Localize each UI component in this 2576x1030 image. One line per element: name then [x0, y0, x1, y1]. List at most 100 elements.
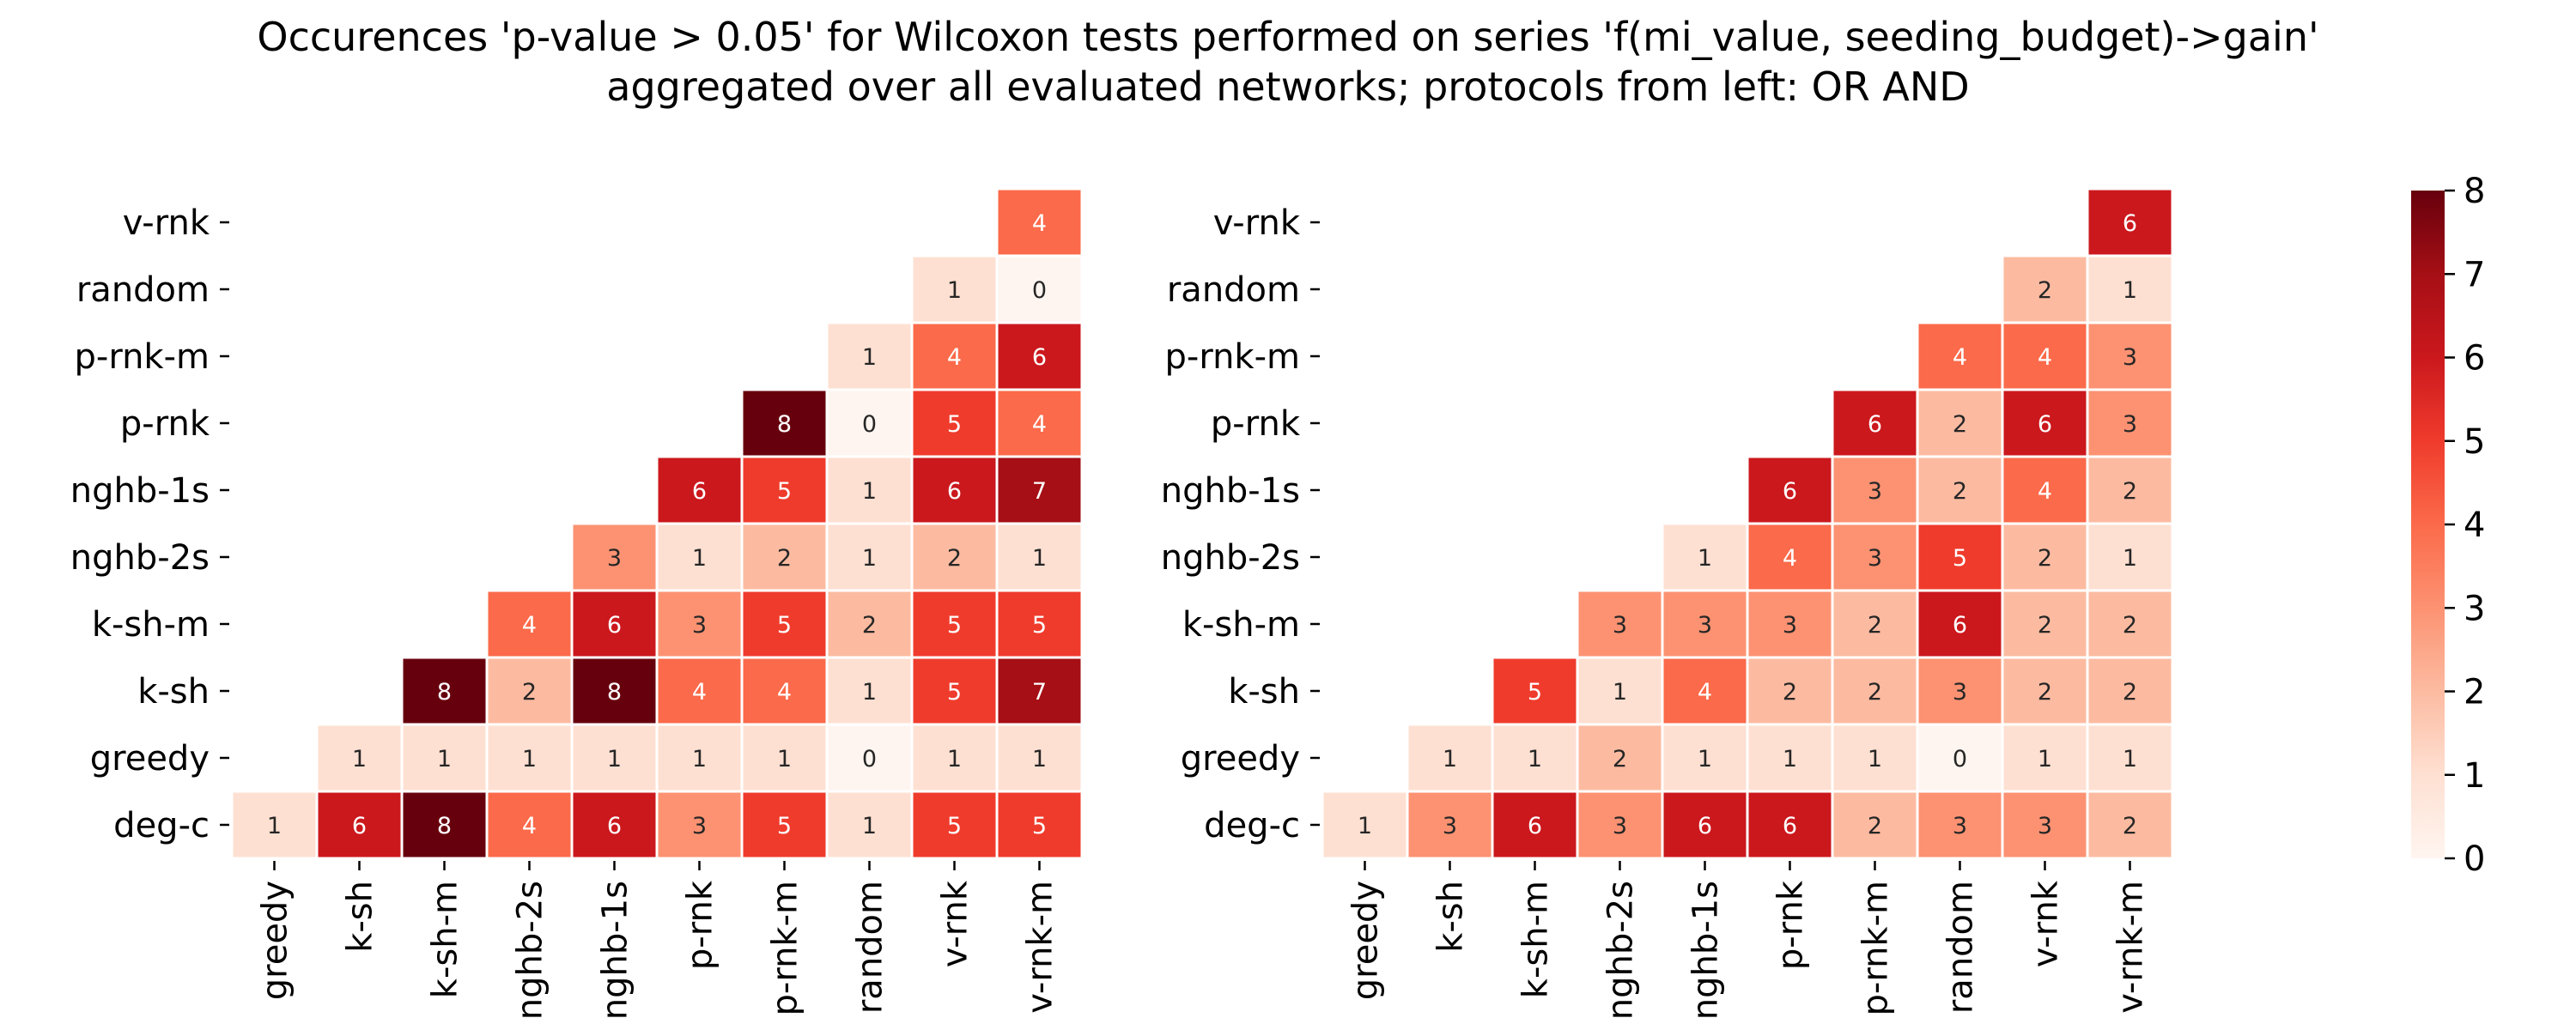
cell-value-label: 2	[1868, 813, 1882, 839]
cell-value-label: 3	[2123, 411, 2137, 438]
cell-value-label: 6	[1783, 478, 1797, 505]
cell-value-label: 3	[1868, 545, 1882, 572]
heatmap-cell	[1746, 723, 1834, 793]
y-tick-label: v-rnk	[123, 203, 210, 243]
heatmap-cell	[2086, 723, 2174, 793]
cell-value-label: 2	[1953, 411, 1967, 438]
cell-value-label: 5	[1032, 813, 1047, 839]
cell-value-label: 0	[1032, 277, 1047, 304]
cell-value-label: 3	[2123, 344, 2137, 371]
x-tick-label: k-sh-m	[1516, 881, 1556, 998]
heatmap-cell	[1491, 790, 1579, 860]
heatmap-cell	[995, 321, 1084, 391]
colorbar-tick-label: 4	[2464, 506, 2485, 545]
cell-value-label: 3	[1783, 612, 1797, 639]
heatmap-cell	[2086, 656, 2174, 726]
heatmap-cell	[1491, 723, 1579, 793]
heatmap-cell	[825, 790, 914, 860]
cell-value-label: 4	[1032, 411, 1047, 438]
y-tick-label: deg-c	[1204, 806, 1300, 845]
cell-value-label: 1	[1698, 545, 1712, 572]
heatmap-cell	[740, 455, 829, 525]
cell-value-label: 1	[267, 813, 282, 839]
cell-value-label: 6	[2038, 411, 2052, 438]
y-tick-label: nghb-2s	[1161, 538, 1300, 578]
heatmap-cell	[1576, 656, 1664, 726]
x-tick-label: p-rnk-m	[1856, 881, 1896, 1015]
cell-value-label: 1	[2123, 746, 2137, 772]
y-tick-label: random	[1167, 270, 1300, 310]
cell-value-label: 4	[2038, 478, 2052, 505]
cell-value-label: 1	[1443, 746, 1457, 772]
cell-value-label: 2	[2038, 612, 2052, 639]
x-tick-label: nghb-1s	[596, 881, 635, 1020]
cell-value-label: 2	[1613, 746, 1627, 772]
cell-value-label: 4	[1783, 545, 1797, 572]
y-tick-label: v-rnk	[1213, 203, 1301, 243]
cell-value-label: 2	[2123, 478, 2137, 505]
cell-value-label: 1	[2123, 277, 2137, 304]
cell-value-label: 1	[1032, 746, 1047, 772]
chart-title-line-1: Occurences 'p-value > 0.05' for Wilcoxon…	[257, 14, 2319, 60]
cell-value-label: 5	[777, 813, 792, 839]
heatmap-cell	[1916, 589, 2004, 659]
cell-value-label: 1	[1528, 746, 1542, 772]
heatmap-panel-and: 6 2 1 4 4 3 6 2 6 3 6 3 2 4 2 1 4 3 5 2 1 3 3 3 2 6 2 2 5 1 4 2 2 3 2 2 1 1 2 1…	[1161, 187, 2174, 1020]
cell-value-label: 6	[947, 478, 962, 505]
x-tick-label: random	[851, 881, 890, 1014]
cell-value-label: 1	[1783, 746, 1797, 772]
cell-value-label: 2	[1783, 679, 1797, 706]
heatmap-cell	[910, 790, 999, 860]
cell-value-label: 5	[947, 612, 962, 639]
heatmap-cell	[995, 589, 1084, 659]
cell-value-label: 4	[1698, 679, 1712, 706]
cell-value-label: 6	[352, 813, 367, 839]
cell-value-label: 1	[437, 746, 452, 772]
cell-value-label: 3	[1443, 813, 1457, 839]
y-tick-label: p-rnk	[1211, 404, 1301, 444]
cell-value-label: 1	[862, 545, 877, 572]
x-tick-label: v-rnk	[2026, 880, 2066, 967]
cell-value-label: 4	[2038, 344, 2052, 371]
colorbar-gradient	[2411, 191, 2445, 858]
cell-value-label: 4	[777, 679, 792, 706]
cell-value-label: 6	[692, 478, 707, 505]
heatmap-panel-or: 4 1 0 1 4 6 8 0 5 4 6 5 1 6 7 3 1 2 1 2 1 4 6 3 5 2 5 5 8 2 8 4 4 1 5 7 1 1 1 1…	[70, 187, 1084, 1020]
cell-value-label: 8	[607, 679, 622, 706]
cell-value-label: 6	[1953, 612, 1967, 639]
cell-value-label: 3	[1953, 679, 1967, 706]
cell-value-label: 1	[2123, 545, 2137, 572]
cell-value-label: 1	[692, 746, 707, 772]
cell-value-label: 2	[947, 545, 962, 572]
cell-value-label: 2	[2038, 679, 2052, 706]
heatmap-cell	[655, 522, 744, 592]
y-tick-label: nghb-1s	[70, 471, 210, 511]
cell-value-label: 1	[777, 746, 792, 772]
heatmap-cell	[740, 723, 829, 793]
cell-value-label: 1	[862, 813, 877, 839]
cell-value-label: 1	[862, 679, 877, 706]
cell-value-label: 1	[1613, 679, 1627, 706]
x-tick-label: nghb-2s	[511, 881, 550, 1020]
cell-value-label: 1	[1358, 813, 1372, 839]
cell-value-label: 5	[947, 411, 962, 438]
heatmap-cell	[1831, 522, 1919, 592]
cell-value-label: 4	[522, 813, 537, 839]
colorbar-tick-label: 6	[2464, 339, 2485, 379]
x-tick-label: greedy	[1346, 881, 1386, 1000]
heatmap-cell	[2086, 455, 2174, 525]
y-tick-label: p-rnk-m	[1165, 337, 1300, 377]
heatmap-cell	[1576, 790, 1664, 860]
heatmap-cell	[910, 321, 999, 391]
heatmap-cell	[1831, 388, 1919, 458]
heatmap-cell	[825, 723, 914, 793]
heatmap-cell	[570, 589, 659, 659]
heatmap-cell	[995, 455, 1084, 525]
heatmap-cell	[1916, 723, 2004, 793]
heatmap-cell	[995, 656, 1084, 726]
cell-value-label: 3	[692, 612, 707, 639]
cell-value-label: 5	[777, 612, 792, 639]
colorbar-tick-label: 3	[2464, 589, 2485, 628]
colorbar-tick-label: 5	[2464, 422, 2485, 462]
